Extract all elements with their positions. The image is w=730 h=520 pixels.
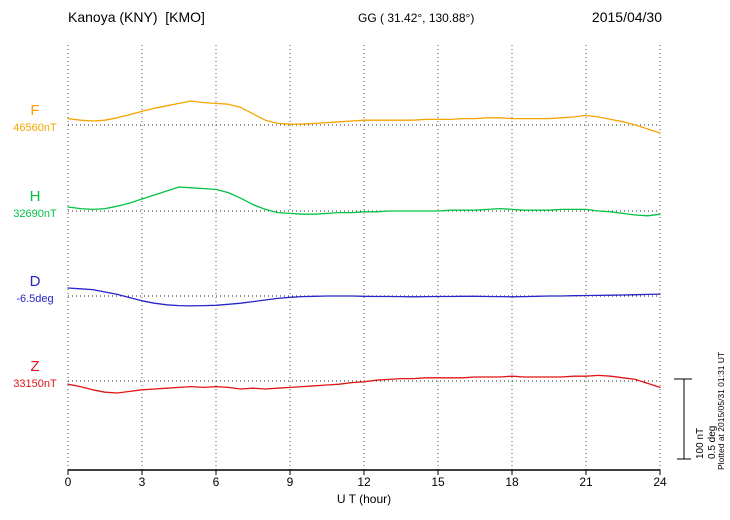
trace-letter-F: F: [30, 102, 40, 119]
trace-letter-H: H: [29, 188, 41, 205]
trace-letter-D: D: [29, 273, 41, 290]
scale-bar-nt-label: 100 nT: [695, 427, 706, 459]
station-title: Kanoya (KNY) [KMO]: [68, 9, 205, 25]
trace-label-D: D -6.5deg: [6, 274, 64, 305]
geo-coordinates: GG ( 31.42°, 130.88°): [358, 11, 475, 25]
x-axis-title: U T (hour): [336, 492, 392, 506]
trace-label-F: F 46560nT: [6, 103, 64, 134]
x-tick-label: 0: [64, 475, 72, 489]
trace-label-Z: Z 33150nT: [6, 359, 64, 390]
x-axis-tick-labels: 0 3 6 9 12 15 18 21 24: [0, 475, 730, 491]
trace-letter-Z: Z: [30, 358, 40, 375]
x-tick-label: 6: [212, 475, 220, 489]
trace-baseline-value-Z: 33150nT: [13, 377, 57, 390]
x-tick-label: 12: [357, 475, 371, 489]
x-tick-label: 3: [138, 475, 146, 489]
plot-timestamp-note: Plotted at 2015/05/31 01:31 UT: [716, 351, 726, 470]
trace-baseline-value-D: -6.5deg: [16, 292, 54, 305]
trace-baseline-value-F: 46560nT: [13, 121, 57, 134]
x-tick-label: 9: [286, 475, 294, 489]
trace-baseline-value-H: 32690nT: [13, 207, 57, 220]
x-tick-label: 24: [653, 475, 667, 489]
x-tick-label: 15: [431, 475, 445, 489]
x-tick-label: 18: [505, 475, 519, 489]
trace-label-H: H 32690nT: [6, 189, 64, 220]
x-tick-label: 21: [579, 475, 593, 489]
plot-date: 2015/04/30: [591, 9, 662, 25]
